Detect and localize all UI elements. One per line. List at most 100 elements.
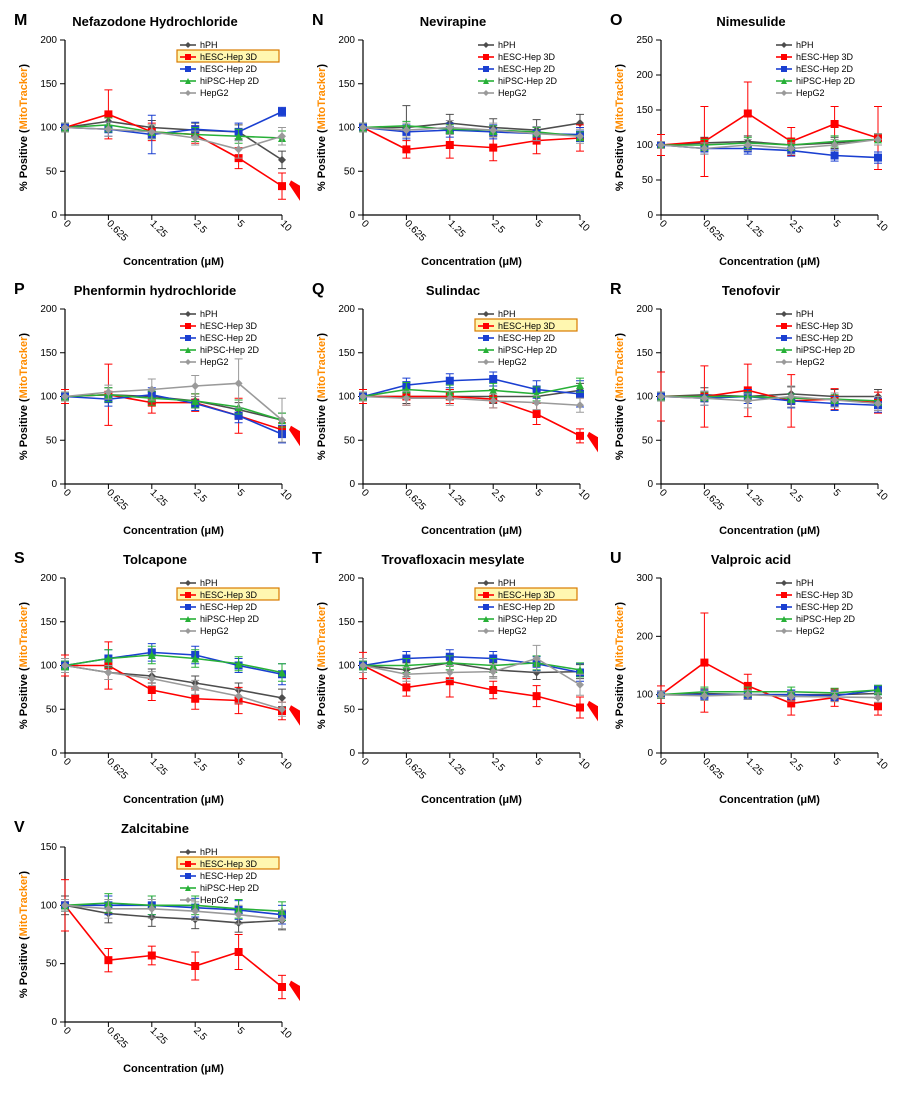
svg-text:HepG2: HepG2	[200, 626, 229, 636]
svg-text:% Positive (MitoTracker): % Positive (MitoTracker)	[614, 602, 626, 730]
chart-title: Trovafloxacin mesylate	[308, 552, 598, 567]
svg-text:0.625: 0.625	[700, 756, 726, 782]
svg-text:150: 150	[40, 348, 57, 359]
svg-text:10: 10	[874, 756, 890, 772]
svg-text:200: 200	[636, 304, 653, 315]
svg-text:150: 150	[636, 348, 653, 359]
svg-text:0: 0	[349, 748, 355, 759]
svg-text:hESC-Hep 3D: hESC-Hep 3D	[796, 52, 854, 62]
svg-text:200: 200	[338, 304, 355, 315]
svg-text:5: 5	[532, 218, 544, 230]
svg-text:hESC-Hep 2D: hESC-Hep 2D	[498, 64, 556, 74]
chart-N: N Nevirapine05010015020000.6251.252.5510…	[308, 10, 598, 275]
svg-text:0: 0	[51, 748, 57, 759]
arrow-indicator	[289, 426, 300, 448]
svg-text:hESC-Hep 3D: hESC-Hep 3D	[498, 52, 556, 62]
svg-text:Concentration (μM): Concentration (μM)	[421, 525, 522, 537]
svg-text:100: 100	[636, 392, 653, 403]
svg-text:200: 200	[636, 70, 653, 81]
svg-text:HepG2: HepG2	[796, 88, 825, 98]
svg-text:1.25: 1.25	[148, 487, 170, 509]
chart-title: Nevirapine	[308, 14, 598, 29]
svg-text:0: 0	[647, 210, 653, 221]
svg-text:50: 50	[642, 435, 654, 446]
svg-text:1.25: 1.25	[148, 756, 170, 778]
svg-text:100: 100	[636, 140, 653, 151]
svg-text:0: 0	[61, 487, 73, 499]
svg-text:10: 10	[278, 756, 294, 772]
svg-text:1.25: 1.25	[148, 218, 170, 240]
svg-text:Concentration (μM): Concentration (μM)	[123, 1063, 224, 1075]
svg-text:hESC-Hep 3D: hESC-Hep 3D	[498, 321, 556, 331]
svg-text:HepG2: HepG2	[200, 88, 229, 98]
svg-text:50: 50	[344, 704, 356, 715]
svg-text:200: 200	[636, 631, 653, 642]
svg-text:hiPSC-Hep 2D: hiPSC-Hep 2D	[796, 345, 856, 355]
svg-text:0: 0	[657, 487, 669, 499]
svg-text:HepG2: HepG2	[200, 895, 229, 905]
chart-T: T Trovafloxacin mesylate05010015020000.6…	[308, 548, 598, 813]
svg-text:hESC-Hep 3D: hESC-Hep 3D	[796, 590, 854, 600]
svg-text:% Positive (MitoTracker): % Positive (MitoTracker)	[316, 64, 328, 192]
svg-text:2.5: 2.5	[191, 218, 209, 236]
svg-text:2.5: 2.5	[787, 218, 805, 236]
svg-text:% Positive (MitoTracker): % Positive (MitoTracker)	[316, 602, 328, 730]
svg-text:% Positive (MitoTracker): % Positive (MitoTracker)	[316, 333, 328, 461]
svg-text:1.25: 1.25	[744, 218, 766, 240]
svg-text:100: 100	[338, 661, 355, 672]
svg-text:150: 150	[40, 617, 57, 628]
svg-text:5: 5	[234, 1025, 246, 1037]
svg-text:50: 50	[344, 166, 356, 177]
svg-text:200: 200	[40, 35, 57, 46]
svg-text:1.25: 1.25	[744, 487, 766, 509]
chart-P: P Phenformin hydrochloride05010015020000…	[10, 279, 300, 544]
svg-text:hPH: hPH	[796, 309, 814, 319]
svg-text:HepG2: HepG2	[498, 626, 527, 636]
svg-text:0: 0	[61, 1025, 73, 1037]
svg-text:2.5: 2.5	[191, 756, 209, 774]
svg-text:hESC-Hep 3D: hESC-Hep 3D	[200, 52, 258, 62]
svg-text:hESC-Hep 2D: hESC-Hep 2D	[498, 602, 556, 612]
svg-text:hESC-Hep 3D: hESC-Hep 3D	[796, 321, 854, 331]
chart-S: S Tolcapone05010015020000.6251.252.5510%…	[10, 548, 300, 813]
svg-text:hESC-Hep 3D: hESC-Hep 3D	[200, 859, 258, 869]
svg-text:0.625: 0.625	[104, 1025, 130, 1051]
chart-title: Zalcitabine	[10, 821, 300, 836]
svg-text:0.625: 0.625	[104, 487, 130, 513]
svg-text:Concentration (μM): Concentration (μM)	[719, 256, 820, 268]
chart-title: Nefazodone Hydrochloride	[10, 14, 300, 29]
svg-text:hPH: hPH	[796, 578, 814, 588]
svg-text:hESC-Hep 2D: hESC-Hep 2D	[200, 64, 258, 74]
svg-text:0: 0	[61, 756, 73, 768]
svg-text:150: 150	[636, 105, 653, 116]
arrow-indicator	[289, 705, 300, 727]
svg-text:50: 50	[46, 435, 58, 446]
svg-text:hiPSC-Hep 2D: hiPSC-Hep 2D	[498, 76, 558, 86]
svg-text:200: 200	[40, 304, 57, 315]
svg-text:150: 150	[338, 617, 355, 628]
svg-text:150: 150	[338, 79, 355, 90]
svg-text:0: 0	[349, 210, 355, 221]
svg-text:150: 150	[338, 348, 355, 359]
chart-title: Sulindac	[308, 283, 598, 298]
svg-text:% Positive (MitoTracker): % Positive (MitoTracker)	[614, 64, 626, 192]
chart-title: Valproic acid	[606, 552, 896, 567]
chart-title: Tenofovir	[606, 283, 896, 298]
svg-text:Concentration (μM): Concentration (μM)	[123, 525, 224, 537]
svg-text:hPH: hPH	[796, 40, 814, 50]
svg-text:hESC-Hep 2D: hESC-Hep 2D	[796, 602, 854, 612]
svg-text:hESC-Hep 3D: hESC-Hep 3D	[498, 590, 556, 600]
svg-text:0.625: 0.625	[104, 756, 130, 782]
svg-text:2.5: 2.5	[489, 756, 507, 774]
svg-text:hiPSC-Hep 2D: hiPSC-Hep 2D	[498, 345, 558, 355]
svg-text:200: 200	[40, 573, 57, 584]
chart-U: U Valproic acid010020030000.6251.252.551…	[606, 548, 896, 813]
svg-text:2.5: 2.5	[787, 756, 805, 774]
svg-text:hiPSC-Hep 2D: hiPSC-Hep 2D	[200, 76, 260, 86]
svg-text:0.625: 0.625	[104, 218, 130, 244]
svg-text:100: 100	[636, 690, 653, 701]
svg-text:0.625: 0.625	[402, 218, 428, 244]
svg-text:hiPSC-Hep 2D: hiPSC-Hep 2D	[796, 76, 856, 86]
svg-text:0: 0	[359, 218, 371, 230]
svg-text:hiPSC-Hep 2D: hiPSC-Hep 2D	[498, 614, 558, 624]
